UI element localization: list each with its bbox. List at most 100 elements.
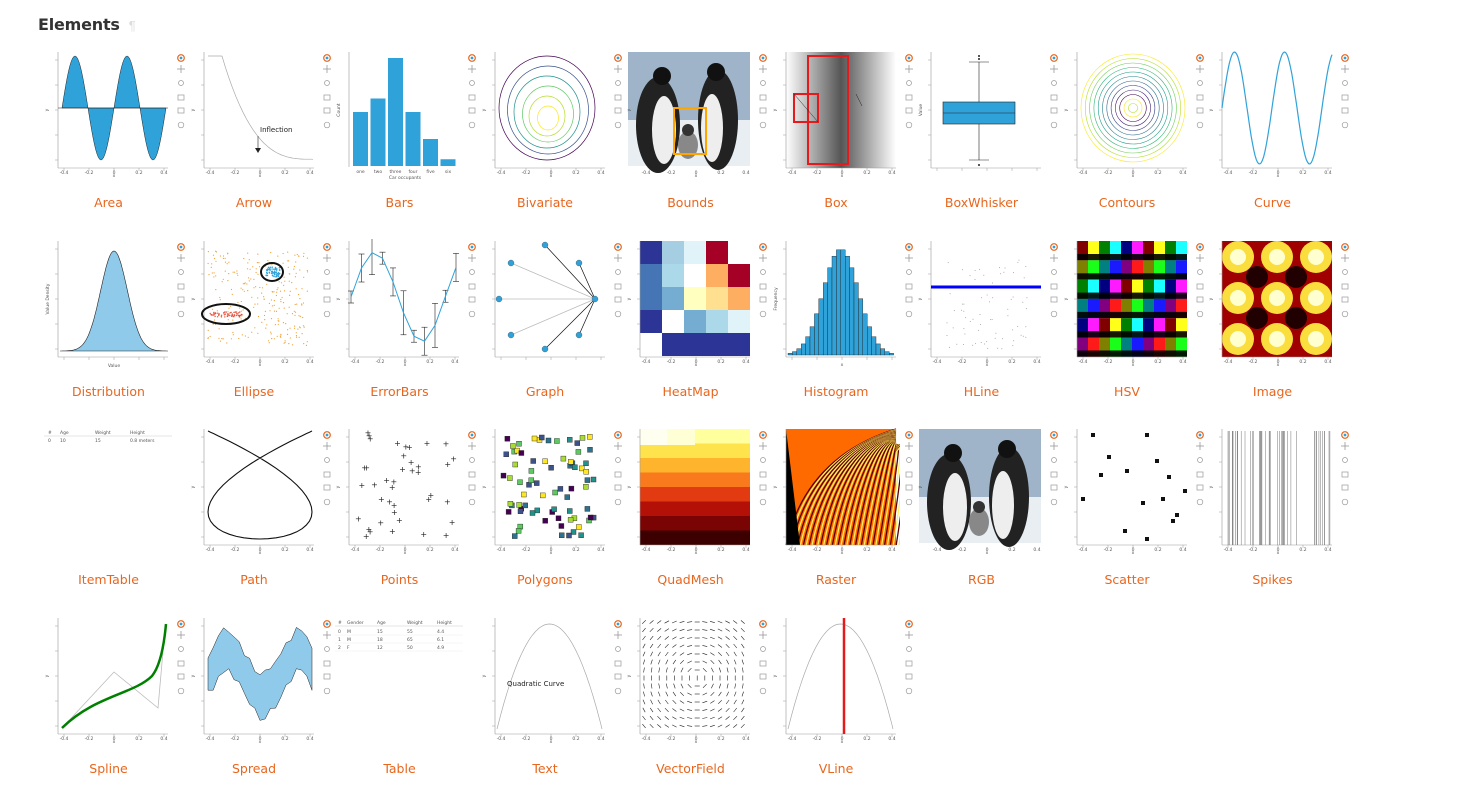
element-link-histogram[interactable]: Histogram <box>803 383 869 399</box>
plot-thumbnail-scatter[interactable]: x y -0.4 -0.2 0 0.2 0.4 <box>1062 427 1191 557</box>
plot-thumbnail-spread[interactable]: x y -0.4 -0.2 0 0.2 0.4 <box>189 615 318 746</box>
element-link-hline[interactable]: HLine <box>963 383 1000 399</box>
element-card[interactable]: x y -0.4 -0.2 0 0.2 0.4 Scatter <box>1055 421 1204 591</box>
element-card[interactable]: x y -0.4 -0.2 0 0.2 0.4 HLine <box>909 233 1058 403</box>
plot-thumbnail-area[interactable]: x y -0.4 -0.2 0 0.2 0.4 <box>44 50 172 180</box>
element-card[interactable]: x y -0.4 -0.2 0 0.2 0.4 Polygons <box>473 421 622 591</box>
plot-thumbnail-hsv[interactable]: x y -0.4 -0.2 0 0.2 0.4 <box>1062 238 1191 369</box>
plot-thumbnail-spikes[interactable]: x y -0.4 -0.2 0 0.2 0.4 <box>1208 427 1336 557</box>
element-card[interactable]: # Age Weight Height 0 10 15 0.8 meters ItemTable <box>36 421 181 591</box>
element-link-hsv[interactable]: HSV <box>1114 383 1140 399</box>
element-link-image[interactable]: Image <box>1252 383 1293 399</box>
element-card[interactable]: x y -0.4 -0.2 0 0.2 0.4 Path <box>182 421 331 591</box>
plot-thumbnail-hline[interactable]: x y -0.4 -0.2 0 0.2 0.4 <box>917 238 1045 369</box>
element-link-bivariate[interactable]: Bivariate <box>517 195 573 210</box>
element-card[interactable]: one two three four five six Car occupants Count… <box>327 44 476 214</box>
plot-thumbnail-bivariate[interactable]: x y -0.4 -0.2 0 0.2 0.4 <box>480 50 609 180</box>
plot-thumbnail-path[interactable]: x y -0.4 -0.2 0 0.2 0.4 <box>189 427 318 557</box>
plot-thumbnail-errorbars[interactable]: x y -0.4 -0.2 0 0.2 0.4 <box>335 238 463 369</box>
element-card[interactable]: x y -0.4 -0.2 0 0.2 0.4 Contours <box>1055 44 1204 214</box>
element-link-rgb[interactable]: RGB <box>968 572 995 587</box>
element-card[interactable]: x y -0.4 -0.2 0 0.2 0.4 Curve <box>1200 44 1349 214</box>
element-card[interactable]: x Frequency Histogram <box>764 233 913 403</box>
element-link-raster[interactable]: Raster <box>815 572 857 587</box>
plot-thumbnail-curve[interactable]: x y -0.4 -0.2 0 0.2 0.4 <box>1208 50 1336 180</box>
plot-thumbnail-graph[interactable] <box>480 238 609 369</box>
plot-thumbnail-points[interactable]: x y -0.4 -0.2 0 0.2 0.4 + + + + + + + + + + + + + + + + + + + + + + +… <box>335 427 463 557</box>
element-link-quadmesh[interactable]: QuadMesh <box>657 572 724 587</box>
plot-thumbnail-histogram[interactable]: x Frequency <box>771 238 900 369</box>
element-link-path[interactable]: Path <box>240 572 268 587</box>
element-link-box[interactable]: Box <box>824 195 848 210</box>
element-link-spikes[interactable]: Spikes <box>1252 572 1293 587</box>
pilcrow-icon[interactable]: ¶ <box>128 17 136 33</box>
element-card[interactable]: x y -0.4 -0.2 0 0.2 0.4 HeatMap <box>618 233 767 403</box>
element-link-arrow[interactable]: Arrow <box>235 195 273 210</box>
element-card[interactable]: x y -0.4 -0.2 0 0.2 0.4 Bivariate <box>473 44 622 214</box>
element-link-area[interactable]: Area <box>94 195 123 210</box>
plot-thumbnail-distribution[interactable]: Value Value Density <box>44 238 172 369</box>
element-link-ellipse[interactable]: Ellipse <box>233 383 275 399</box>
element-link-bounds[interactable]: Bounds <box>667 195 714 210</box>
element-link-polygons[interactable]: Polygons <box>517 572 573 587</box>
element-card[interactable]: x y -0.4 -0.2 0 0.2 0.4 + + + + + + + + + + + + + + + + + + + + + + +… <box>327 421 476 591</box>
plot-thumbnail-image[interactable]: x y -0.4 -0.2 0 0.2 0.4 <box>1208 238 1336 369</box>
element-card[interactable]: x y -0.4 -0.2 0 0.2 0.4 Raster <box>764 421 913 591</box>
element-link-boxwhisker[interactable]: BoxWhisker <box>944 195 1019 210</box>
element-card[interactable]: x y -0.4 -0.2 0 0.2 0.4 Spread <box>182 610 331 780</box>
plot-thumbnail-spline[interactable]: x y -0.4 -0.2 0 0.2 0.4 <box>44 615 172 746</box>
plot-thumbnail-itemtable[interactable]: # Age Weight Height 0 10 15 0.8 meters <box>44 427 172 557</box>
element-card[interactable]: x y -0.4 -0.2 0 0.2 0.4 VectorField <box>618 610 767 780</box>
element-link-errorbars[interactable]: ErrorBars <box>370 383 429 399</box>
element-card[interactable]: x y -0.4 -0.2 0 0.2 0.4 Image <box>1200 233 1349 403</box>
element-card[interactable]: x y -0.4 -0.2 0 0.2 0.4 Box <box>764 44 913 214</box>
element-card[interactable]: x y -0.4 -0.2 0 0.2 0.4 Spikes <box>1200 421 1349 591</box>
plot-thumbnail-box[interactable]: x y -0.4 -0.2 0 0.2 0.4 <box>771 50 900 180</box>
element-card[interactable]: x y -0.4 -0.2 0 0.2 0.4 Spline <box>36 610 185 780</box>
plot-thumbnail-table[interactable]: # Gender Age Weight Height 0 M 15 55 4.4 1 M 18 65 6.1… <box>335 615 463 746</box>
element-card[interactable]: x y -0.4 -0.2 0 0.2 0.4 Ellipse <box>182 233 331 403</box>
element-link-contours[interactable]: Contours <box>1098 195 1156 210</box>
element-card[interactable]: Value BoxWhisker <box>909 44 1058 214</box>
element-link-table[interactable]: Table <box>383 760 416 776</box>
plot-thumbnail-ellipse[interactable]: x y -0.4 -0.2 0 0.2 0.4 <box>189 238 318 369</box>
plot-thumbnail-vline[interactable]: x y -0.4 -0.2 0 0.2 0.4 <box>771 615 900 746</box>
element-link-text[interactable]: Text <box>532 760 558 776</box>
element-card[interactable]: x y -0.4 -0.2 0 0.2 0.4 Bounds <box>618 44 767 214</box>
element-link-distribution[interactable]: Distribution <box>72 383 145 399</box>
element-card[interactable]: x y -0.4 -0.2 0 0.2 0.4 RGB <box>909 421 1058 591</box>
element-card[interactable]: x y -0.4 -0.2 0 0.2 0.4 ErrorBars <box>327 233 476 403</box>
element-link-spline[interactable]: Spline <box>89 760 128 776</box>
element-link-curve[interactable]: Curve <box>1254 195 1291 210</box>
plot-thumbnail-contours[interactable]: x y -0.4 -0.2 0 0.2 0.4 <box>1062 50 1191 180</box>
element-link-itemtable[interactable]: ItemTable <box>78 572 139 587</box>
element-link-graph[interactable]: Graph <box>525 383 565 399</box>
element-card[interactable]: Value Value Density Distribution <box>36 233 185 403</box>
plot-thumbnail-arrow[interactable]: x y -0.4 -0.2 0 0.2 0.4 Inflection <box>189 50 318 180</box>
element-link-points[interactable]: Points <box>380 572 419 587</box>
element-link-spread[interactable]: Spread <box>231 760 277 776</box>
plot-thumbnail-vectorfield[interactable]: x y -0.4 -0.2 0 0.2 0.4 <box>626 615 754 746</box>
element-card[interactable]: x y -0.4 -0.2 0 0.2 0.4 Quadratic Curve Text <box>473 610 622 780</box>
element-card[interactable]: x y -0.4 -0.2 0 0.2 0.4 VLine <box>764 610 913 780</box>
plot-thumbnail-bars[interactable]: one two three four five six Car occupants Count <box>335 50 463 180</box>
plot-thumbnail-heatmap[interactable]: x y -0.4 -0.2 0 0.2 0.4 <box>626 238 754 369</box>
plot-thumbnail-quadmesh[interactable]: x y -0.4 -0.2 0 0.2 0.4 <box>626 427 754 557</box>
element-card[interactable]: # Gender Age Weight Height 0 M 15 55 4.4 1 M 18 65 6.1… <box>327 610 472 780</box>
element-card[interactable]: x y -0.4 -0.2 0 0.2 0.4 Inflection Arrow <box>182 44 331 214</box>
element-card[interactable]: Graph <box>473 233 622 403</box>
element-link-heatmap[interactable]: HeatMap <box>662 383 719 399</box>
element-card[interactable]: x y -0.4 -0.2 0 0.2 0.4 HSV <box>1055 233 1204 403</box>
element-link-bars[interactable]: Bars <box>385 195 414 210</box>
plot-thumbnail-raster[interactable]: x y -0.4 -0.2 0 0.2 0.4 <box>771 427 900 557</box>
element-link-vline[interactable]: VLine <box>818 760 854 776</box>
plot-thumbnail-text[interactable]: x y -0.4 -0.2 0 0.2 0.4 Quadratic Curve <box>480 615 609 746</box>
plot-thumbnail-boxwhisker[interactable]: Value <box>917 50 1045 180</box>
plot-thumbnail-rgb[interactable]: x y -0.4 -0.2 0 0.2 0.4 <box>917 427 1045 557</box>
element-card[interactable]: x y -0.4 -0.2 0 0.2 0.4 Area <box>36 44 185 214</box>
plot-thumbnail-polygons[interactable]: x y -0.4 -0.2 0 0.2 0.4 <box>480 427 609 557</box>
element-link-scatter[interactable]: Scatter <box>1104 572 1150 587</box>
plot-thumbnail-bounds[interactable]: x y -0.4 -0.2 0 0.2 0.4 <box>626 50 754 180</box>
element-link-vectorfield[interactable]: VectorField <box>656 760 725 776</box>
element-card[interactable]: x y -0.4 -0.2 0 0.2 0.4 QuadMesh <box>618 421 767 591</box>
